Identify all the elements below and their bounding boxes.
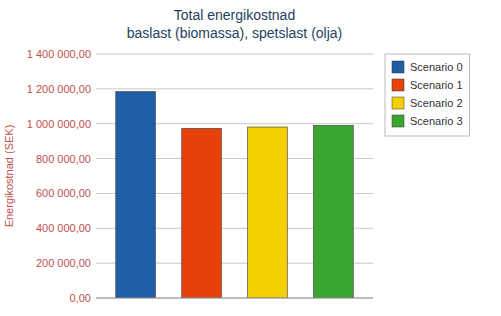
bar bbox=[182, 128, 222, 298]
y-tick-label: 1 400 000,00 bbox=[27, 48, 91, 60]
y-tick-label: 200 000,00 bbox=[36, 257, 91, 269]
legend-label: Scenario 2 bbox=[410, 97, 463, 109]
y-tick-label: 800 000,00 bbox=[36, 153, 91, 165]
legend-swatch bbox=[392, 115, 404, 127]
legend-label: Scenario 3 bbox=[410, 115, 463, 127]
grid-line bbox=[96, 88, 373, 89]
bar bbox=[248, 127, 288, 298]
legend-frame bbox=[385, 54, 470, 136]
y-axis-label: Energikostnad (SEK) bbox=[3, 125, 15, 228]
background bbox=[0, 0, 501, 316]
x-axis-line bbox=[96, 298, 373, 299]
grid-line bbox=[96, 54, 373, 55]
legend-label: Scenario 1 bbox=[410, 79, 463, 91]
legend: Scenario 0 Scenario 1 Scenario 2 Scenario 3 bbox=[385, 54, 470, 136]
grid-line bbox=[96, 298, 373, 299]
y-tick-label: 1 200 000,00 bbox=[27, 83, 91, 95]
y-tick-label: 0,00 bbox=[70, 292, 91, 304]
legend-swatch bbox=[392, 79, 404, 91]
bar bbox=[314, 125, 354, 298]
subtitle: baslast (biomassa), spetslast (olja) bbox=[127, 25, 343, 41]
chart: Total energikostnad baslast (biomassa), s… bbox=[0, 0, 501, 316]
legend-swatch bbox=[392, 97, 404, 109]
legend-label: Scenario 0 bbox=[410, 61, 463, 73]
title: Total energikostnad bbox=[174, 7, 295, 23]
legend-swatch bbox=[392, 61, 404, 73]
bars bbox=[116, 92, 353, 298]
y-tick-label: 600 000,00 bbox=[36, 187, 91, 199]
y-tick-label: 1 000 000,00 bbox=[27, 118, 91, 130]
bar bbox=[116, 92, 156, 298]
y-tick-label: 400 000,00 bbox=[36, 222, 91, 234]
